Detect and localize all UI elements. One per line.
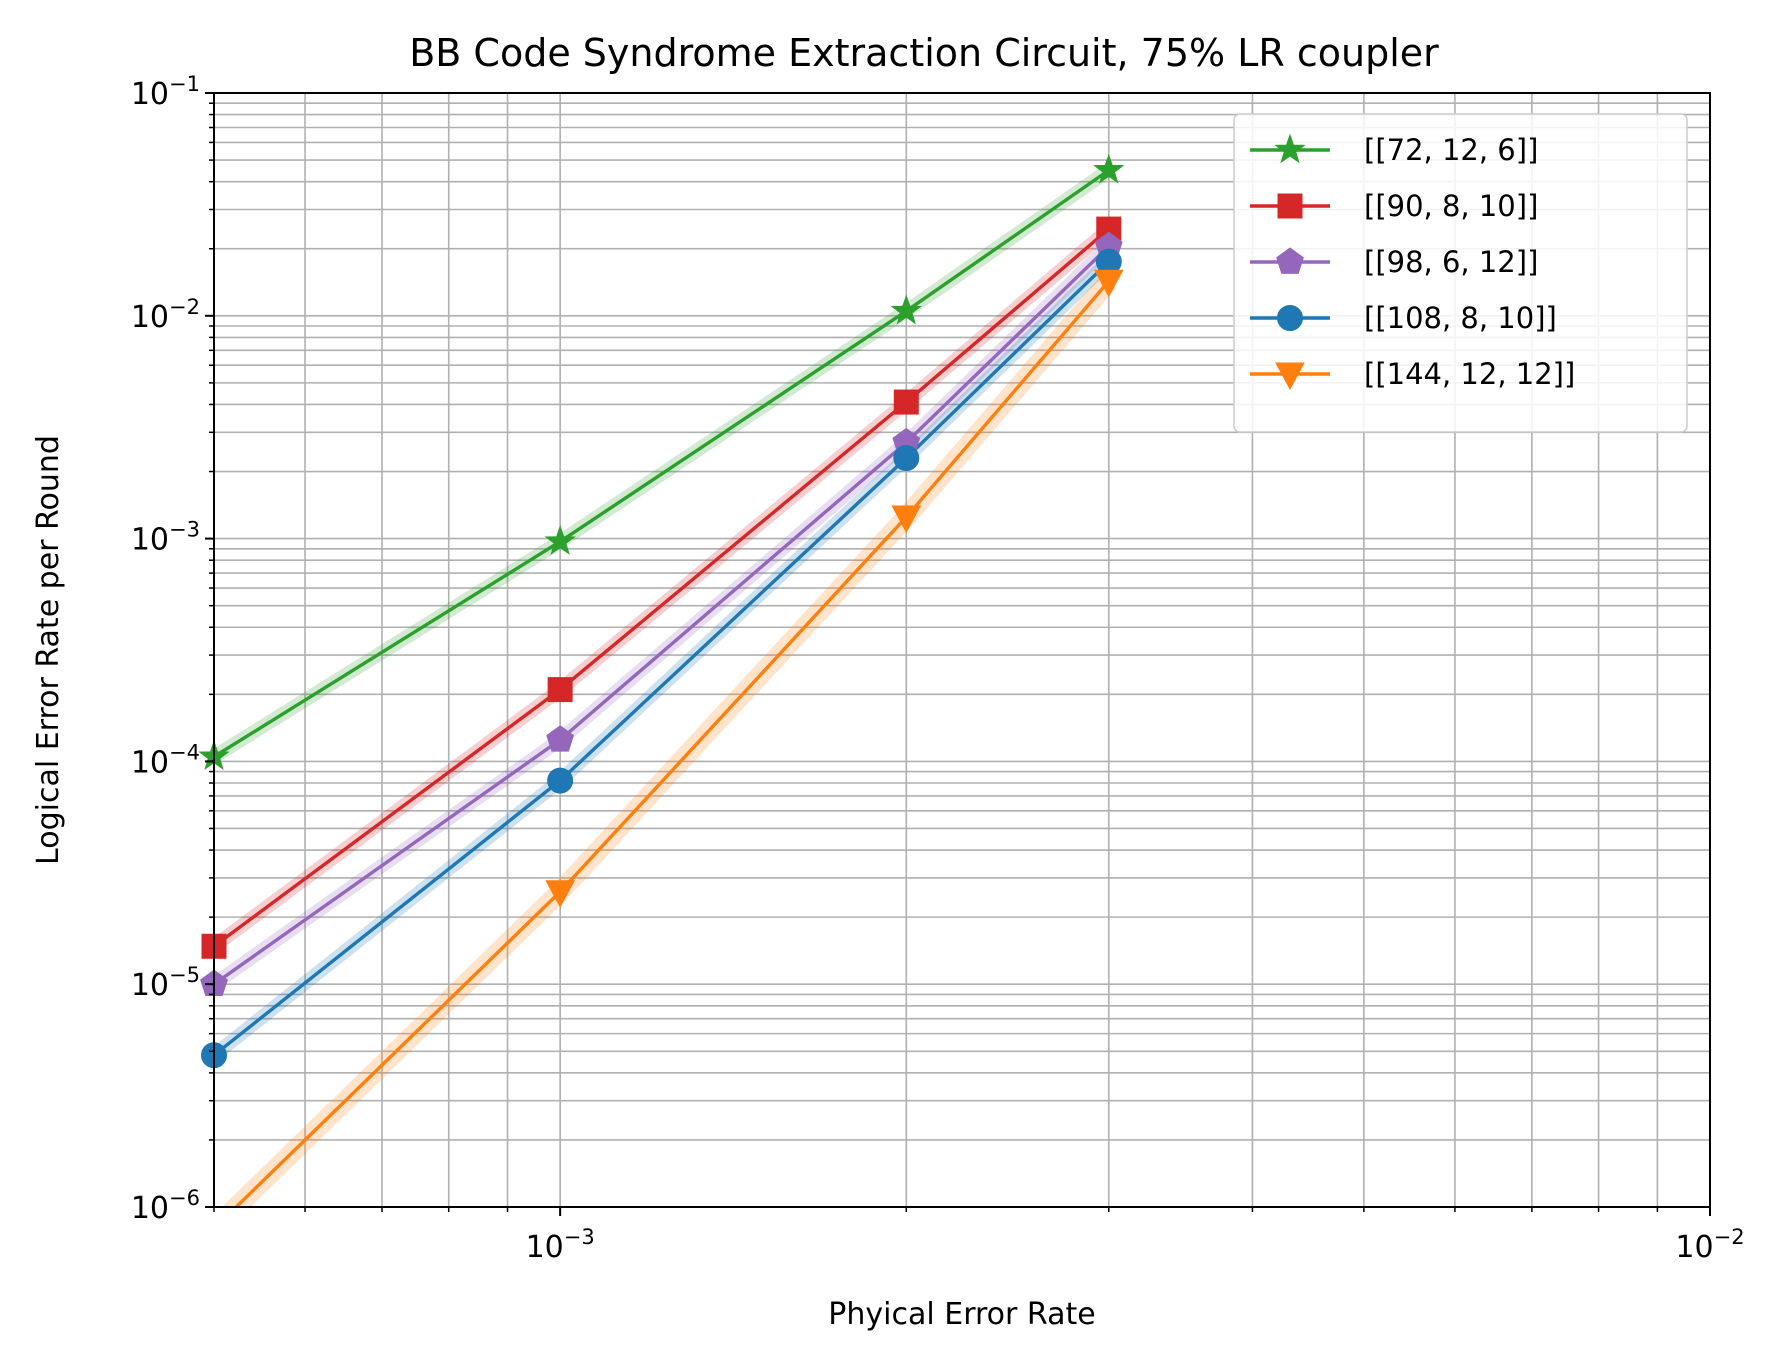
y-tick-label: 10−2 <box>131 295 200 335</box>
legend-marker <box>1275 362 1305 391</box>
series-line <box>233 280 1111 1207</box>
data-point <box>890 294 922 325</box>
legend-box <box>1233 113 1688 433</box>
chart-title: BB Code Syndrome Extraction Circuit, 75%… <box>409 31 1439 75</box>
series-lines <box>214 168 1111 1207</box>
data-point <box>893 445 920 472</box>
y-tick-label: 10−5 <box>131 963 200 1003</box>
axis-ticks: 10−3 10−2 10−1 10−2 10−3 10−4 10−5 10−6 <box>131 72 1745 1265</box>
legend-marker <box>1277 193 1303 219</box>
series-line <box>214 260 1110 1057</box>
data-point <box>544 525 576 555</box>
data-point <box>1093 269 1124 298</box>
data-point <box>546 725 575 752</box>
legend-label: [[108, 8, 10]] <box>1364 301 1557 335</box>
y-tick-label: 10−6 <box>131 1186 200 1226</box>
legend-marker <box>1274 133 1306 164</box>
legend-item: [[108, 8, 10]] <box>1250 301 1557 335</box>
legend-label: [[98, 6, 12]] <box>1364 245 1538 279</box>
legend-label: [[144, 12, 12]] <box>1364 357 1575 391</box>
legend-item: [[144, 12, 12]] <box>1250 357 1575 391</box>
legend-label: [[72, 12, 6]] <box>1364 133 1538 167</box>
data-point <box>891 505 922 534</box>
y-tick-label: 10−3 <box>131 518 200 558</box>
legend-marker <box>1277 305 1303 331</box>
y-tick-label: 10−4 <box>131 740 200 780</box>
series-line <box>214 245 1110 986</box>
data-point <box>545 880 575 908</box>
x-axis-label: Phyical Error Rate <box>828 1297 1095 1332</box>
legend-label: [[90, 8, 10]] <box>1364 189 1538 223</box>
x-tick-label: 10−2 <box>1675 1225 1744 1265</box>
x-tick-label: 10−3 <box>526 1225 595 1265</box>
data-point <box>893 389 919 415</box>
data-point <box>547 677 573 703</box>
y-tick-label: 10−1 <box>131 72 200 112</box>
legend: [[72, 12, 6]] [[90, 8, 10]] [[98, 6, 12]] [… <box>1233 113 1688 433</box>
legend-marker <box>1276 247 1304 274</box>
data-point <box>1093 153 1125 184</box>
series-line <box>214 227 1110 948</box>
series-line <box>214 168 1110 759</box>
legend-item: [[98, 6, 12]] <box>1250 245 1538 279</box>
legend-item: [[72, 12, 6]] <box>1250 133 1538 167</box>
data-point <box>547 767 574 794</box>
plot-frame <box>213 92 1711 1208</box>
legend-item: [[90, 8, 10]] <box>1250 189 1538 223</box>
y-axis-label: Logical Error Rate per Round <box>31 435 66 865</box>
